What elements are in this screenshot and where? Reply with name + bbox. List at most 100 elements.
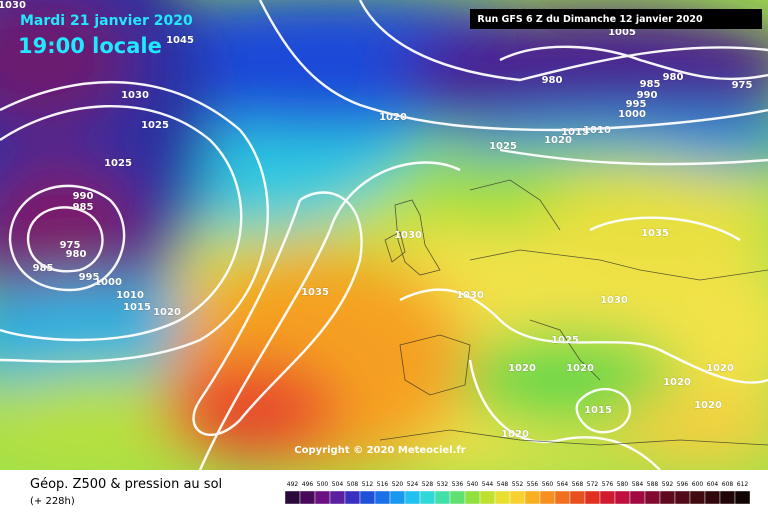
time: 19:00 locale [18,34,162,58]
color-scale: 492 496 500 504 508 512 516 520 524 528 532 536 540 5… [284,481,751,505]
scale-label: 496 [302,481,314,488]
isobar-label: 1005 [608,27,636,38]
isobar-label: 1025 [489,141,517,152]
isobar-label: 995 [626,99,647,110]
isobar-label: 980 [542,75,563,86]
scale-swatch [464,490,481,505]
scale-label: 592 [662,481,674,488]
scale-swatch [734,490,751,505]
scale-swatch [314,490,331,505]
scale-swatch [404,490,421,505]
isobar-label: 1025 [551,335,579,346]
scale-swatch [539,490,556,505]
scale-swatch [419,490,436,505]
isobar-label: 1020 [501,429,529,440]
isobar-label: 1020 [544,135,572,146]
scale-label: 552 [512,481,524,488]
scale-swatch [644,490,661,505]
isobar-label: 1020 [153,307,181,318]
isobar-label: 1035 [301,287,329,298]
isobar-label: 1020 [694,400,722,411]
scale-label: 524 [407,481,419,488]
isobar-label: 1025 [141,120,169,131]
scale-label: 504 [332,481,344,488]
isobar-label: 980 [663,72,684,83]
scale-label: 584 [632,481,644,488]
isobar-label: 1015 [123,302,151,313]
isobar-label: 985 [640,79,661,90]
scale-swatch [599,490,616,505]
isobar-label: 975 [732,80,753,91]
scale-swatch [569,490,586,505]
isobar-label: 995 [79,272,100,283]
isobar-label: 990 [73,191,94,202]
scale-label: 532 [437,481,449,488]
scale-label: 508 [347,481,359,488]
isobar-label: 1000 [94,277,122,288]
scale-label: 492 [287,481,299,488]
footer-title: Géop. Z500 & pression au sol [30,477,222,492]
isobar-label: 1030 [394,230,422,241]
scale-label: 580 [617,481,629,488]
scale-label: 536 [452,481,464,488]
isobar-label: 1000 [618,109,646,120]
scale-label: 576 [602,481,614,488]
scale-swatch [329,490,346,505]
scale-swatch [359,490,376,505]
isobar-label: 1010 [116,290,144,301]
scale-label: 568 [572,481,584,488]
date: Mardi 21 janvier 2020 [20,13,193,29]
scale-swatch [629,490,646,505]
scale-swatch [554,490,571,505]
scale-label: 596 [677,481,689,488]
isobar-label: 1020 [566,363,594,374]
scale-swatch [284,490,301,505]
isobar-label: 1015 [584,405,612,416]
run-box [470,9,762,29]
scale-swatch [299,490,316,505]
scale-swatch [659,490,676,505]
scale-swatch [704,490,721,505]
scale-swatch [584,490,601,505]
isobar-label: 1030 [600,295,628,306]
scale-label: 560 [542,481,554,488]
isobar-label: 1020 [663,377,691,388]
isobar-label: 1030 [456,290,484,301]
scale-label: 612 [737,481,749,488]
scale-label: 608 [722,481,734,488]
isobar-label: 1020 [379,112,407,123]
isobar-label: 1030 [121,90,149,101]
scale-label: 520 [392,481,404,488]
scale-label: 600 [692,481,704,488]
scale-swatch [344,490,361,505]
scale-label: 564 [557,481,569,488]
isobar-label: 985 [33,263,54,274]
isobar-label: 1015 [561,127,589,138]
scale-swatch [449,490,466,505]
scale-swatch [674,490,691,505]
isobar-label: 1045 [166,35,194,46]
footer-lead: (+ 228h) [30,496,75,507]
scale-label: 588 [647,481,659,488]
scale-swatch [389,490,406,505]
scale-label: 544 [482,481,494,488]
isobar-label: 1010 [583,125,611,136]
scale-label: 500 [317,481,329,488]
scale-label: 604 [707,481,719,488]
field: 1030104510301025102510201025102010151010… [0,0,768,470]
scale-swatch [689,490,706,505]
scale-label: 540 [467,481,479,488]
isobar-label: 1030 [0,0,26,11]
scale-label: 548 [497,481,509,488]
isobar-labels: 1030104510301025102510201025102010151010… [0,0,753,441]
scale-swatch [524,490,541,505]
scale-swatch [719,490,736,505]
isobar-label: 1035 [641,228,669,239]
scale-label: 528 [422,481,434,488]
isobar-label: 985 [73,202,94,213]
scale-swatch [614,490,631,505]
scale-label: 512 [362,481,374,488]
scale-swatch [509,490,526,505]
